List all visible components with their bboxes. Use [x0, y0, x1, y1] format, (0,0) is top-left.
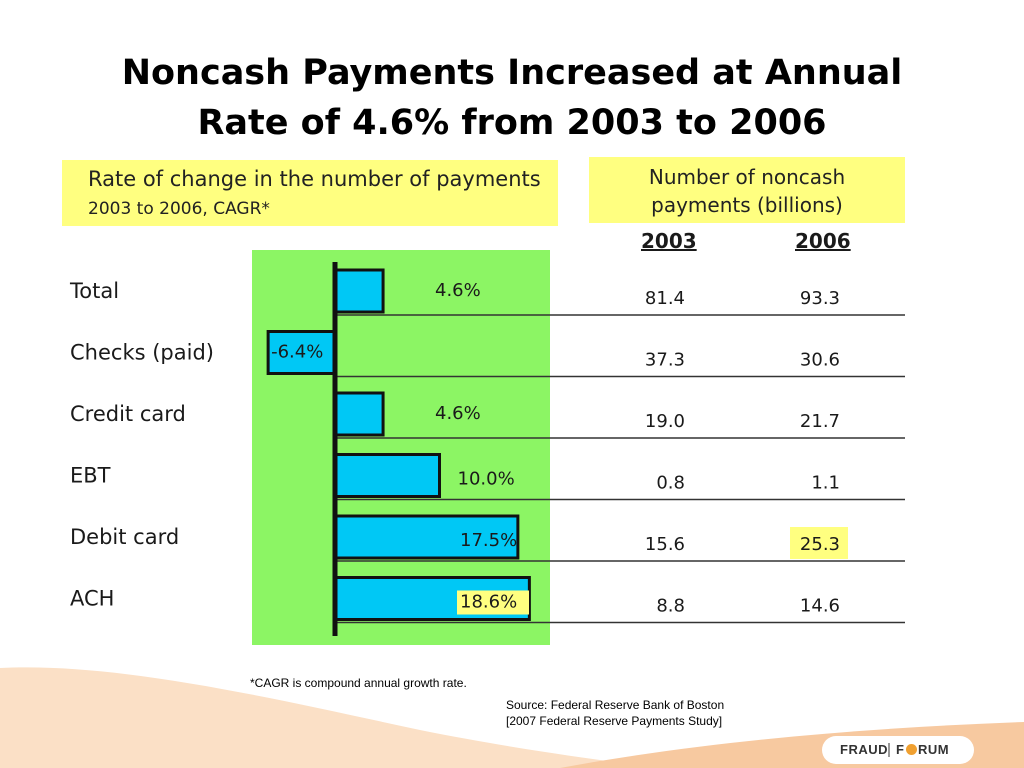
slide-title: Noncash Payments Increased at Annual Rat… — [0, 48, 1024, 148]
cagr-footnote: *CAGR is compound annual growth rate. — [250, 676, 467, 690]
footer-wave — [0, 667, 660, 768]
fraud-forum-logo: FRAUD F RUM — [822, 736, 974, 764]
bar-checks-paid — [266, 330, 337, 375]
chart-header-subtitle: 2003 to 2006, CAGR* — [88, 199, 270, 219]
table-cell-2003: 81.4 — [645, 288, 685, 309]
column-header-2003: 2003 — [641, 229, 697, 253]
table-cell-2006: 93.3 — [800, 288, 840, 309]
table-cell-2006: 21.7 — [800, 411, 840, 432]
chart-rows: Total 4.6% 81.4 93.3 Checks (paid) -6.4% 37.3 3… — [69, 268, 905, 624]
source-line1: Source: Federal Reserve Bank of Boston — [506, 698, 725, 712]
logo-divider — [888, 743, 890, 757]
table-cell-2006: 1.1 — [811, 473, 840, 494]
value-label: -6.4% — [271, 342, 323, 363]
table-cell-2006: 30.6 — [800, 350, 840, 371]
category-label: Total — [69, 279, 119, 303]
source-line2: [2007 Federal Reserve Payments Study] — [506, 714, 723, 728]
table-header-line1: Number of noncash — [648, 165, 846, 189]
category-label: EBT — [70, 464, 111, 488]
logo-text-fraud: FRAUD — [840, 742, 888, 757]
table-cell-2003: 0.8 — [656, 473, 685, 494]
table-cell-2003: 8.8 — [656, 596, 685, 617]
logo-circle-icon — [906, 744, 917, 755]
table-cell-2006: 14.6 — [800, 596, 840, 617]
table-cell-highlight — [790, 527, 848, 559]
value-label: 17.5% — [460, 530, 517, 551]
value-label: 4.6% — [435, 403, 481, 424]
bar-debit-card — [333, 514, 520, 560]
category-label: ACH — [70, 587, 114, 611]
chart-header-title: Rate of change in the number of payments — [88, 167, 541, 191]
table-cell-2003: 37.3 — [645, 350, 685, 371]
table-cell-2003: 19.0 — [645, 411, 685, 432]
column-header-2006: 2006 — [795, 229, 851, 253]
logo-text-f: F — [896, 742, 905, 757]
table-header-line2: payments (billions) — [651, 193, 843, 217]
category-label: Checks (paid) — [70, 341, 214, 365]
table-cell-2006: 25.3 — [800, 534, 840, 555]
value-label: 4.6% — [435, 280, 481, 301]
category-label: Credit card — [70, 402, 186, 426]
chart-header-box: Rate of change in the number of payments… — [62, 160, 558, 226]
slide-title-line2: Rate of 4.6% from 2003 to 2006 — [197, 103, 827, 143]
category-label: Debit card — [70, 525, 179, 549]
table-header-box: Number of noncash payments (billions) — [589, 157, 905, 223]
value-label: 18.6% — [460, 592, 517, 613]
table-cell-2003: 15.6 — [645, 534, 685, 555]
value-label-highlight — [457, 590, 529, 615]
logo-text-rum: RUM — [918, 742, 950, 757]
value-label: 10.0% — [458, 469, 515, 490]
slide-title-line1: Noncash Payments Increased at Annual — [121, 53, 903, 93]
bar-credit-card — [333, 391, 385, 437]
